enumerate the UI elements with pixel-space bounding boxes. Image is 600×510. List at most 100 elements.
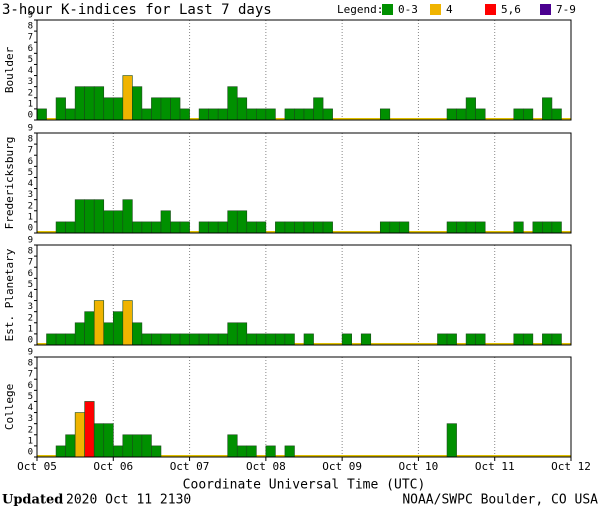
bar	[542, 221, 553, 234]
bar	[151, 333, 162, 346]
y-tick-label: 9	[28, 11, 33, 21]
bar	[36, 108, 47, 121]
y-tick-label: 8	[28, 22, 33, 32]
bar	[437, 333, 448, 346]
x-tick-label: Oct 09	[322, 460, 362, 473]
y-tick-label: 6	[28, 44, 33, 54]
chart-title: 3-hour K-indices for Last 7 days	[2, 2, 272, 18]
x-tick-label: Oct 12	[551, 460, 591, 473]
y-tick-label: 0	[28, 224, 33, 234]
y-tick-label: 3	[28, 414, 33, 424]
bar	[74, 412, 85, 458]
y-tick-label: 4	[28, 403, 33, 413]
bar	[303, 333, 314, 346]
bar	[170, 333, 181, 346]
bar	[246, 333, 257, 346]
credit: NOAA/SWPC Boulder, CO USA	[402, 493, 598, 508]
y-tick-label: 8	[28, 359, 33, 369]
bar	[141, 333, 152, 346]
bar	[160, 333, 171, 346]
bar	[227, 322, 238, 346]
bar	[93, 300, 105, 346]
bar	[465, 333, 476, 346]
bar	[189, 333, 200, 346]
bar	[322, 221, 333, 234]
y-tick-label: 0	[28, 111, 33, 121]
bar	[170, 221, 181, 234]
bar	[523, 333, 534, 346]
updated-label: Updated	[2, 493, 63, 508]
bar	[341, 333, 352, 346]
bar	[208, 333, 219, 346]
bar	[275, 333, 286, 346]
bar	[132, 322, 143, 346]
bar	[151, 221, 162, 234]
legend-label: 5,6	[501, 3, 521, 16]
x-tick-label: Oct 07	[170, 460, 210, 473]
bar	[236, 210, 248, 234]
legend-swatch	[540, 4, 551, 15]
bar	[84, 199, 95, 234]
bar	[551, 108, 562, 121]
y-tick-label: 5	[28, 55, 33, 65]
bar	[313, 221, 324, 234]
y-tick-label: 6	[28, 381, 33, 391]
panel-label: Boulder	[3, 46, 16, 93]
y-tick-label: 9	[28, 124, 33, 134]
y-tick-label: 0	[28, 336, 33, 346]
legend-swatch	[430, 4, 441, 15]
bar	[446, 108, 457, 121]
bar	[256, 221, 267, 234]
bar	[256, 108, 267, 121]
panel-frame	[36, 19, 572, 121]
bar	[217, 108, 229, 121]
y-tick-label: 9	[28, 236, 33, 246]
bar	[122, 199, 133, 234]
bar	[275, 221, 286, 234]
y-tick-label: 8	[28, 247, 33, 257]
panel-label: Fredericksburg	[3, 137, 16, 230]
bar	[532, 221, 543, 234]
bar	[284, 221, 295, 234]
bar	[103, 423, 114, 458]
y-tick-label: 1	[28, 436, 33, 446]
bar	[513, 333, 524, 346]
bar	[227, 434, 238, 458]
bar	[217, 333, 229, 346]
bar	[294, 108, 305, 121]
bar	[198, 221, 209, 234]
bar	[227, 86, 238, 121]
bar	[303, 108, 314, 121]
bar	[446, 333, 457, 346]
bar	[151, 97, 162, 121]
bar	[256, 333, 267, 346]
bar	[246, 445, 257, 458]
bar	[122, 434, 133, 458]
bar	[313, 97, 324, 121]
y-tick-label: 2	[28, 88, 33, 98]
bar	[55, 333, 66, 346]
y-tick-label: 1	[28, 99, 33, 109]
bar	[84, 401, 95, 458]
bar	[265, 108, 276, 121]
bar	[103, 97, 114, 121]
legend-label: 0-3	[398, 3, 418, 16]
bar	[246, 221, 257, 234]
legend-title: Legend:	[337, 3, 383, 16]
bar	[74, 86, 85, 121]
bar	[112, 445, 124, 458]
y-tick-label: 4	[28, 179, 33, 189]
bar	[84, 86, 95, 121]
y-tick-label: 4	[28, 291, 33, 301]
x-axis-label: Coordinate Universal Time (UTC)	[183, 478, 426, 493]
bar	[122, 75, 133, 121]
bar	[227, 210, 238, 234]
y-tick-label: 7	[28, 146, 33, 156]
bar	[74, 322, 85, 346]
bar	[65, 434, 76, 458]
bar	[475, 108, 486, 121]
bar	[208, 221, 219, 234]
y-tick-label: 3	[28, 77, 33, 87]
bar	[198, 333, 209, 346]
bar	[284, 108, 295, 121]
